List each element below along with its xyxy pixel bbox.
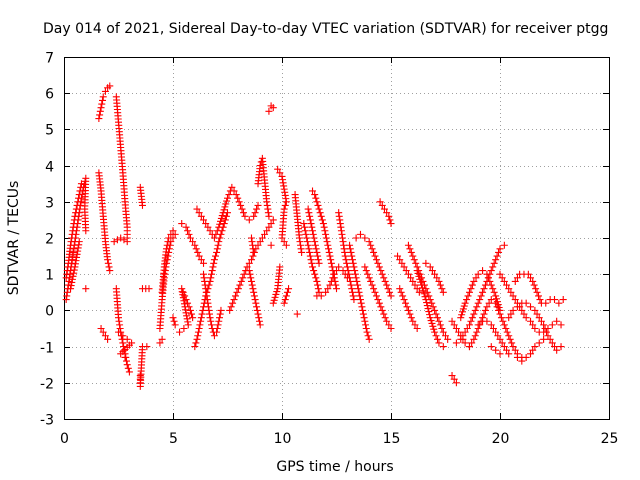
y-tick-labels: -3 -2 -1 0 1 2 3 4 5 6 7 xyxy=(40,51,54,429)
y-axis-label: SDTVAR / TECUs xyxy=(6,181,22,296)
data-point-group-s4 xyxy=(95,169,114,275)
data-point-group-s8 xyxy=(115,328,136,361)
y-tick-label: 7 xyxy=(45,51,54,67)
data-point-group-s17 xyxy=(226,216,277,314)
data-point-group-s35 xyxy=(413,267,447,351)
data-point-group-s14 xyxy=(193,183,262,242)
data-point-group-s6 xyxy=(110,93,131,246)
y-tick-label: -1 xyxy=(40,341,54,357)
data-point-group-s5 xyxy=(97,325,112,343)
x-tick-label: 0 xyxy=(60,431,69,447)
data-point-group-s22 xyxy=(291,191,306,318)
data-point-group-s34 xyxy=(404,241,452,343)
data-point-group-s9 xyxy=(136,183,153,390)
data-point-group-s45 xyxy=(505,299,565,354)
data-point-group-s43 xyxy=(487,343,504,358)
data-point-group-s24 xyxy=(304,205,323,267)
data-point-group-s11 xyxy=(158,227,177,296)
y-tick-label: 6 xyxy=(45,87,54,103)
data-point-group-s7 xyxy=(112,285,133,376)
x-tick-label: 10 xyxy=(274,431,292,447)
x-tick-labels: 0 5 10 15 20 25 xyxy=(60,431,618,447)
x-axis-label: GPS time / hours xyxy=(276,459,393,475)
data-point-group-s16 xyxy=(200,270,225,340)
data-point-group-s31 xyxy=(376,198,395,228)
data-point-group-s3 xyxy=(95,82,114,123)
x-tick-label: 25 xyxy=(601,431,619,447)
y-tick-label: 0 xyxy=(45,304,54,320)
x-tick-label: 20 xyxy=(492,431,510,447)
grid-lines xyxy=(64,57,610,420)
data-point-group-s42 xyxy=(474,317,513,358)
y-tick-label: 3 xyxy=(45,196,54,212)
y-tick-label: -2 xyxy=(40,377,54,393)
y-tick-label: 1 xyxy=(45,268,54,284)
data-point-group-s39 xyxy=(452,241,508,347)
x-tick-label: 15 xyxy=(383,431,401,447)
data-point-group-s26 xyxy=(313,263,351,300)
data-point-group-s47 xyxy=(513,335,548,365)
x-tick-label: 5 xyxy=(169,431,178,447)
data-point-group-s18 xyxy=(245,234,264,329)
y-tick-label: 4 xyxy=(45,160,54,176)
data-point-group-s19 xyxy=(254,154,273,220)
data-points xyxy=(62,82,567,390)
data-point-group-s46 xyxy=(511,270,567,307)
data-point-group-s32 xyxy=(394,252,423,296)
data-point-group-s30 xyxy=(361,263,395,332)
data-point-group-s2 xyxy=(62,180,85,293)
data-point-group-s38 xyxy=(448,372,460,387)
data-point-group-s33 xyxy=(396,285,421,332)
data-point-group-s12 xyxy=(169,220,208,329)
y-tick-label: -3 xyxy=(40,413,54,429)
data-point-group-s40 xyxy=(457,267,504,322)
data-point-group-s13 xyxy=(176,285,197,336)
data-point-group-s36 xyxy=(422,259,447,296)
y-tick-label: 5 xyxy=(45,123,54,139)
chart-title: Day 014 of 2021, Sidereal Day-to-day VTE… xyxy=(43,21,608,37)
data-point-group-s29 xyxy=(352,230,395,300)
data-point-group-s23 xyxy=(300,220,323,296)
data-point-group-s21 xyxy=(274,165,293,307)
data-point-group-s27 xyxy=(335,209,358,304)
y-tick-label: 2 xyxy=(45,232,54,248)
plot-frame xyxy=(64,57,610,420)
data-point-group-s20 xyxy=(265,102,284,307)
data-point-group-s28 xyxy=(346,241,373,343)
